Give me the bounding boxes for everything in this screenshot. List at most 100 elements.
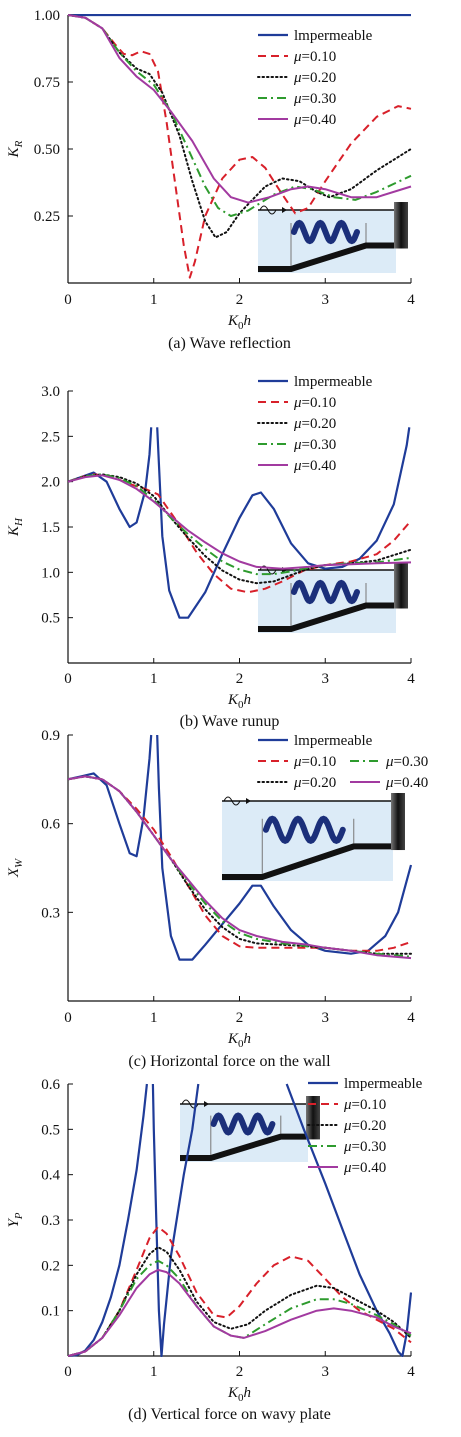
- legend-label: μ=0.30: [343, 1139, 386, 1155]
- legend-label: μ=0.10: [293, 754, 336, 770]
- seabed: [258, 242, 396, 272]
- incident-wave-arrow: [223, 796, 248, 806]
- legend-label: μ=0.40: [293, 458, 336, 474]
- y-tick-label: 0.75: [34, 75, 60, 91]
- panel-caption: (d) Vertical force on wavy plate: [128, 1406, 331, 1423]
- panel-caption: (a) Wave reflection: [168, 335, 291, 352]
- vertical-wall: [391, 793, 405, 851]
- legend-label: μ=0.10: [343, 1097, 386, 1113]
- legend-label: μ=0.20: [343, 1118, 386, 1134]
- panel-caption: (c) Horizontal force on the wall: [128, 1053, 331, 1070]
- structure-inset-3: [222, 793, 405, 881]
- arrow-head-icon: [282, 207, 287, 213]
- incident-wave-arrow: [259, 205, 284, 215]
- legend-label: μ=0.40: [385, 775, 428, 791]
- y-tick-label: 1.0: [41, 565, 60, 581]
- legend-label: μ=0.30: [293, 437, 336, 453]
- seabed: [180, 1133, 308, 1161]
- x-tick-label: 3: [322, 292, 330, 308]
- legend-item: μ=0.40: [308, 1160, 386, 1176]
- legend-label: lmpermeable: [294, 28, 373, 44]
- wavy-plate: [210, 1112, 276, 1136]
- y-tick-label: 0.5: [41, 611, 60, 627]
- wavy-plate: [291, 219, 360, 245]
- x-tick-label: 1: [150, 671, 158, 687]
- legend-item: μ=0.10: [258, 395, 336, 411]
- legend-item: μ=0.10: [258, 49, 336, 65]
- vertical-wall: [394, 202, 408, 249]
- legend-label: lmpermeable: [344, 1076, 423, 1092]
- series-line-impermeable: [68, 734, 153, 858]
- series-line-mu-020: [68, 14, 412, 239]
- legend: lmpermeable μ=0.10 μ=0.20 μ=0.30 μ=0.40: [307, 1076, 423, 1176]
- series-line-mu-040: [68, 1268, 412, 1357]
- x-tick-label: 4: [407, 292, 415, 308]
- y-tick-label: 0.50: [34, 142, 60, 158]
- chart-panel-b: 0 1 2 3 4 0.5 1.0 1.5 2.0 2.5 3.0 KH K0h (b) Wave run…: [6, 374, 415, 730]
- y-tick-label: 0.3: [41, 1213, 60, 1229]
- y-tick-label: 0.25: [34, 209, 60, 225]
- y-tick-label: 0.1: [41, 1304, 60, 1320]
- x-tick-label: 0: [64, 1010, 72, 1026]
- panel-caption: (b) Wave runup: [180, 713, 280, 730]
- series-line-mu-040: [68, 775, 412, 960]
- legend-label: lmpermeable: [294, 733, 373, 749]
- vertical-wall: [306, 1096, 320, 1140]
- legend-item: lmpermeable: [308, 1076, 423, 1092]
- y-tick-label: 1.5: [41, 520, 60, 536]
- wavy-plate: [291, 579, 360, 605]
- y-axis-label: KR: [6, 140, 25, 158]
- series-group: [68, 14, 412, 279]
- x-tick-label: 1: [150, 1010, 158, 1026]
- legend-label: μ=0.20: [293, 416, 336, 432]
- legend-item: μ=0.30: [258, 91, 336, 107]
- vertical-wall: [394, 562, 408, 609]
- series-group: [68, 1083, 412, 1357]
- legend-item: μ=0.10: [258, 754, 336, 770]
- x-tick-label: 1: [150, 1364, 158, 1380]
- legend-item: μ=0.10: [308, 1097, 386, 1113]
- series-line-mu-020: [68, 1246, 412, 1357]
- legend-item: μ=0.30: [308, 1139, 386, 1155]
- structure-inset-4: [180, 1096, 320, 1162]
- y-tick-label: 2.5: [41, 429, 60, 445]
- series-line-impermeable: [68, 1083, 148, 1357]
- y-tick-label: 0.4: [41, 1168, 60, 1184]
- legend-label: μ=0.40: [293, 112, 336, 128]
- x-tick-label: 2: [236, 1364, 244, 1380]
- x-tick-label: 4: [407, 1010, 415, 1026]
- series-line-mu-010: [68, 14, 412, 279]
- x-tick-label: 0: [64, 1364, 72, 1380]
- series-line-mu-030: [68, 14, 412, 217]
- x-axis-label: K0h: [227, 313, 251, 332]
- x-tick-label: 2: [236, 1010, 244, 1026]
- y-tick-label: 0.9: [41, 728, 60, 744]
- x-tick-label: 2: [236, 292, 244, 308]
- x-tick-label: 3: [322, 1010, 330, 1026]
- y-axis-label: YP: [6, 1212, 25, 1227]
- incident-wave-arrow: [181, 1099, 206, 1109]
- y-tick-label: 0.6: [41, 817, 60, 833]
- arrow-head-icon: [204, 1101, 209, 1107]
- series-line-mu-010: [68, 1225, 412, 1357]
- x-tick-label: 4: [407, 671, 415, 687]
- y-tick-label: 3.0: [41, 384, 60, 400]
- series-group: [68, 427, 412, 619]
- x-axis-label: K0h: [227, 1031, 251, 1050]
- structure-inset-2: [258, 562, 408, 633]
- y-tick-label: 0.6: [41, 1077, 60, 1093]
- legend: lmpermeable μ=0.10 μ=0.20 μ=0.30 μ=0.40: [257, 28, 373, 128]
- chart-panel-d: 0 1 2 3 4 0.1 0.2 0.3 0.4 0.5 0.6 YP K0h (d) Vertical…: [6, 1076, 423, 1423]
- series-line-impermeable: [156, 427, 411, 619]
- series-line-mu-040: [68, 14, 412, 204]
- x-tick-label: 0: [64, 671, 72, 687]
- legend-item: lmpermeable: [258, 733, 373, 749]
- structure-inset-1: [258, 202, 408, 273]
- series-group: [68, 734, 412, 961]
- y-tick-label: 0.5: [41, 1122, 60, 1138]
- legend-label: μ=0.10: [293, 49, 336, 65]
- seabed: [222, 843, 393, 880]
- legend-item: μ=0.20: [257, 775, 336, 791]
- legend-label: μ=0.10: [293, 395, 336, 411]
